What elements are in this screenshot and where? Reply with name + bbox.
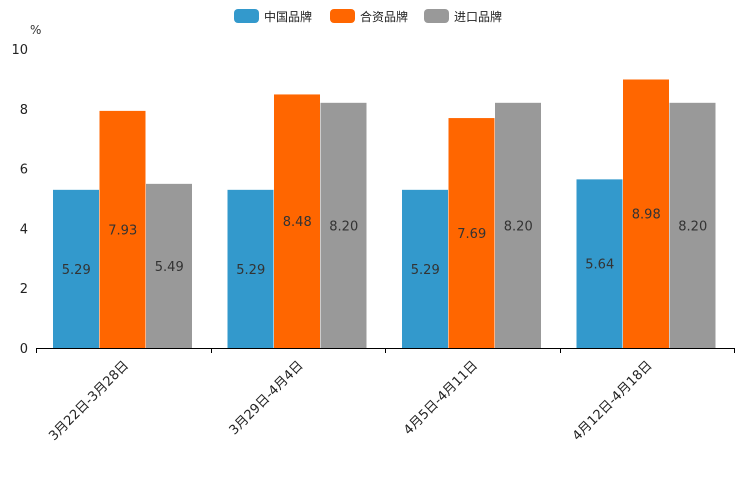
data-label: 7.93	[108, 223, 137, 238]
bar-2-2	[495, 102, 541, 348]
data-label: 8.20	[678, 219, 707, 234]
bar-0-2	[402, 189, 448, 348]
y-axis: 0 2 4 6 8 10	[11, 43, 28, 357]
data-label: 5.29	[236, 263, 265, 278]
bar-2-3	[669, 102, 716, 348]
y-tick-label: 0	[20, 342, 28, 357]
bar-0-0	[53, 189, 99, 348]
bar-2-0	[146, 183, 192, 348]
legend-swatch-2	[424, 9, 449, 23]
legend-swatch-0	[234, 9, 259, 23]
y-tick-label: 10	[11, 43, 28, 58]
data-label: 8.20	[504, 219, 533, 234]
legend-label-2: 进口品牌	[454, 10, 502, 24]
data-label: 8.98	[632, 208, 661, 223]
data-label: 5.29	[411, 263, 440, 278]
data-label: 8.20	[329, 219, 358, 234]
y-tick-label: 8	[20, 103, 28, 118]
x-tick-label: 4月5日-4月11日	[401, 358, 481, 438]
x-axis: 3月22日-3月28日 3月29日-4月4日 4月5日-4月11日 4月12日-4月1…	[36, 348, 735, 444]
bar-1-2	[448, 118, 495, 348]
bar-0-3	[576, 179, 623, 348]
data-label: 5.64	[585, 258, 614, 273]
bar-1-1	[274, 94, 320, 348]
legend-swatch-1	[330, 9, 355, 23]
x-tick-label: 4月12日-4月18日	[570, 358, 656, 444]
bar-0-1	[227, 189, 274, 348]
data-label: 5.49	[155, 260, 184, 275]
legend-label-1: 合资品牌	[360, 9, 408, 24]
y-tick-label: 4	[20, 222, 28, 237]
x-tick-label: 3月22日-3月28日	[46, 358, 132, 444]
x-tick-label: 3月29日-4月4日	[227, 358, 307, 438]
y-tick-label: 6	[20, 163, 28, 178]
legend-label-0: 中国品牌	[264, 9, 312, 24]
bar-2-1	[320, 102, 367, 348]
legend: 中国品牌 合资品牌 进口品牌	[234, 9, 502, 24]
data-label: 5.29	[62, 263, 91, 278]
y-axis-unit-label: %	[30, 23, 41, 37]
data-label: 7.69	[457, 227, 486, 242]
bars: 5.29 5.29 5.29 5.64 7.93 8.48 7.69 8.98 5.49 8.20…	[53, 79, 716, 349]
y-tick-label: 2	[20, 282, 28, 297]
data-label: 8.48	[283, 215, 312, 230]
bar-1-3	[623, 79, 669, 349]
bar-1-0	[99, 110, 146, 348]
